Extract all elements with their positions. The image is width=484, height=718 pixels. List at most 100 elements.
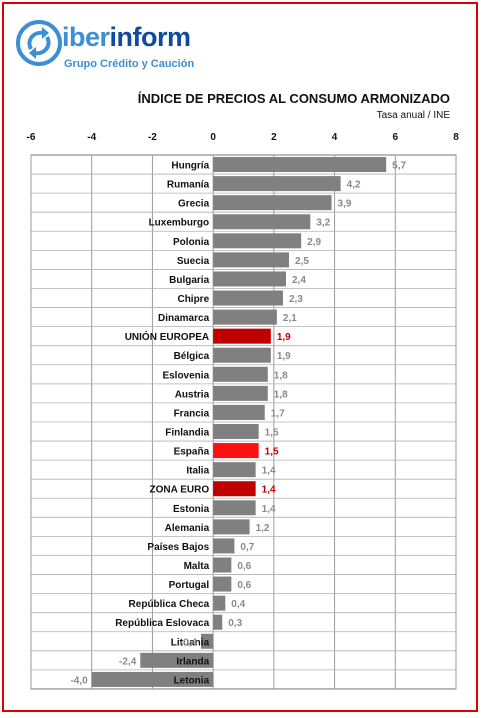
x-tick-label: 0 xyxy=(210,132,216,143)
bar xyxy=(201,633,214,649)
category-label: Eslovenia xyxy=(162,370,209,381)
bar xyxy=(213,385,268,401)
bar xyxy=(213,424,259,440)
category-label: Malta xyxy=(184,561,210,572)
category-label: Letonia xyxy=(174,675,210,686)
x-tick-label: -6 xyxy=(27,132,36,143)
data-label: 0,4 xyxy=(231,599,245,610)
data-label: 1,2 xyxy=(256,523,270,534)
bar xyxy=(213,252,290,268)
category-label: Chipre xyxy=(177,294,209,305)
bar xyxy=(213,462,256,478)
bar xyxy=(140,652,214,668)
bar xyxy=(213,481,256,497)
data-label: 2,9 xyxy=(307,237,321,248)
bar xyxy=(213,404,265,420)
category-label: Polonia xyxy=(173,237,210,248)
brand-prefix: iber xyxy=(62,22,110,52)
data-label: -4,0 xyxy=(70,675,88,686)
category-label: Rumanía xyxy=(167,180,210,191)
bar xyxy=(213,176,341,192)
data-label: 1,4 xyxy=(262,504,276,515)
category-label: Estonia xyxy=(173,504,210,515)
bar xyxy=(213,290,283,306)
category-label: Francia xyxy=(174,408,210,419)
category-label: Italia xyxy=(186,466,209,477)
category-label: República Checa xyxy=(129,599,210,610)
data-label: 1,9 xyxy=(277,332,291,343)
data-label: 4,2 xyxy=(347,180,361,191)
bar xyxy=(213,538,235,554)
bar xyxy=(213,557,232,573)
data-label: 0,6 xyxy=(237,580,251,591)
category-label: República Eslovaca xyxy=(115,618,209,629)
category-label: Bulgaria xyxy=(169,275,209,286)
data-label: 1,5 xyxy=(265,447,279,458)
category-label: Países Bajos xyxy=(147,542,209,553)
bar xyxy=(213,595,226,611)
category-label: Suecia xyxy=(177,256,210,267)
data-label: 5,7 xyxy=(392,161,406,172)
x-tick-label: -2 xyxy=(148,132,157,143)
data-label: 2,1 xyxy=(283,313,297,324)
bar xyxy=(213,195,332,211)
brand-name: iberinform xyxy=(62,22,191,53)
bar xyxy=(213,233,302,249)
category-label: Finlandia xyxy=(165,428,209,439)
category-label: Bélgica xyxy=(174,351,210,362)
chart-title: ÍNDICE DE PRECIOS AL CONSUMO ARMONIZADO xyxy=(137,91,450,106)
data-label: -0,4 xyxy=(180,637,198,648)
bar xyxy=(213,443,259,459)
data-label: 3,2 xyxy=(316,218,330,229)
bar xyxy=(213,328,271,344)
x-tick-label: 8 xyxy=(453,132,459,143)
data-label: 0,6 xyxy=(237,561,251,572)
category-label: Portugal xyxy=(169,580,210,591)
category-label: ZONA EURO xyxy=(150,485,210,496)
bar xyxy=(213,347,271,363)
category-label: Luxemburgo xyxy=(149,218,210,229)
chart-subtitle: Tasa anual / INE xyxy=(376,110,450,121)
data-label: 1,5 xyxy=(265,428,279,439)
x-tick-label: -4 xyxy=(87,132,96,143)
data-label: 1,8 xyxy=(274,389,288,400)
bar xyxy=(91,671,214,687)
data-label: 0,3 xyxy=(228,618,242,629)
bar xyxy=(213,309,277,325)
data-label: 2,3 xyxy=(289,294,303,305)
data-label: 1,4 xyxy=(262,485,276,496)
category-label: Austria xyxy=(175,389,210,400)
data-label: 1,9 xyxy=(277,351,291,362)
category-label: Irlanda xyxy=(176,656,209,667)
category-label: UNIÓN EUROPEA xyxy=(125,330,209,343)
category-label: Lituania xyxy=(171,637,210,648)
data-label: -2,4 xyxy=(119,656,137,667)
data-label: 2,4 xyxy=(292,275,306,286)
category-label: Grecia xyxy=(178,199,210,210)
category-label: Hungría xyxy=(171,161,209,172)
red-border-frame xyxy=(2,2,478,712)
bar xyxy=(213,214,311,230)
data-label: 1,8 xyxy=(274,370,288,381)
data-label: 1,7 xyxy=(271,408,285,419)
data-label: 0,7 xyxy=(240,542,254,553)
bar xyxy=(213,576,232,592)
category-label: Alemania xyxy=(165,523,210,534)
x-tick-label: 4 xyxy=(332,132,338,143)
iberinform-logo-icon xyxy=(16,20,62,66)
category-label: Dinamarca xyxy=(158,313,210,324)
data-label: 1,4 xyxy=(262,466,276,477)
x-tick-label: 2 xyxy=(271,132,277,143)
brand-suffix: inform xyxy=(109,22,192,52)
bar xyxy=(213,157,387,173)
data-label: 2,5 xyxy=(295,256,309,267)
category-label: España xyxy=(174,447,210,458)
data-label: 3,9 xyxy=(338,199,352,210)
bar xyxy=(213,519,250,535)
bar xyxy=(213,271,286,287)
bar xyxy=(213,366,268,382)
bar xyxy=(213,614,223,630)
tagline: Grupo Crédito y Caución xyxy=(64,58,195,70)
bar xyxy=(213,500,256,516)
